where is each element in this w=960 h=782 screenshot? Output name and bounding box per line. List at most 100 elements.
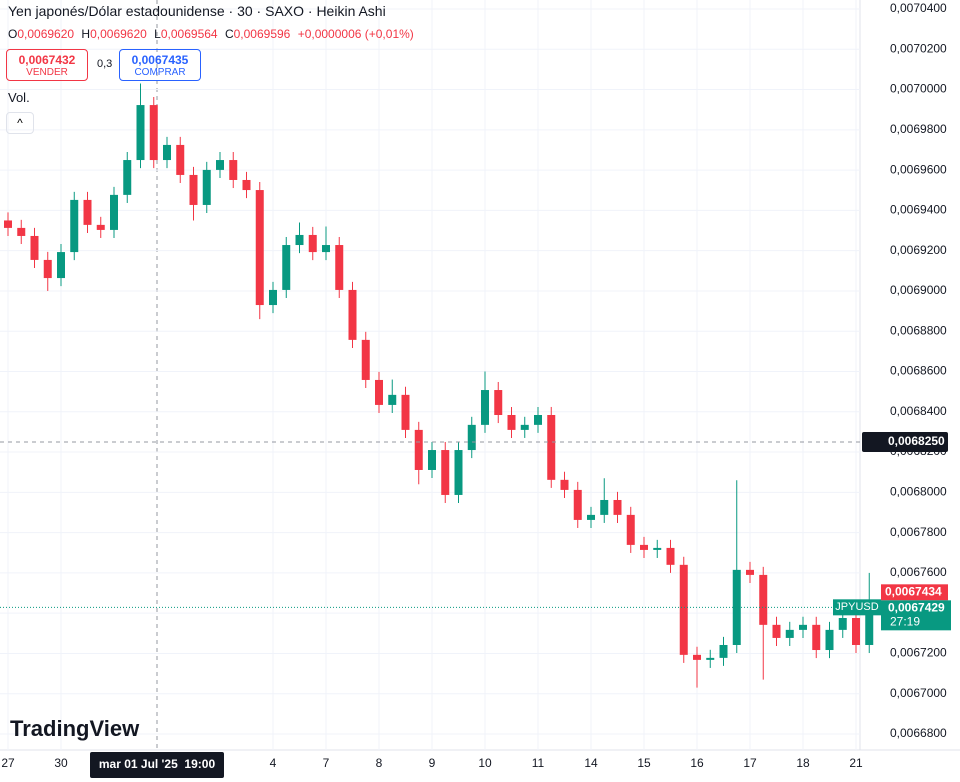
y-tick-label: 0,0068800 bbox=[890, 323, 947, 337]
candle-body bbox=[785, 629, 794, 638]
volume-label: Vol. bbox=[8, 90, 30, 105]
candle-body bbox=[322, 245, 330, 253]
candle-body bbox=[163, 144, 171, 161]
candle-body bbox=[454, 450, 463, 495]
candle-body bbox=[600, 499, 609, 515]
candle-body bbox=[560, 479, 569, 490]
candle-body bbox=[255, 190, 264, 306]
candle-body bbox=[626, 514, 635, 545]
candle-body bbox=[149, 105, 158, 161]
x-tick-label: 18 bbox=[796, 756, 810, 770]
candle-body bbox=[176, 144, 185, 175]
x-tick-label: 16 bbox=[690, 756, 704, 770]
change: +0,0000006 (+0,01%) bbox=[297, 27, 414, 41]
candle-body bbox=[202, 169, 211, 205]
candle-body bbox=[70, 199, 79, 253]
candle-body bbox=[653, 547, 662, 550]
spread: 0,3 bbox=[97, 58, 113, 70]
ohlc-value: 0,0069620 bbox=[90, 27, 147, 41]
buy-button[interactable]: 0,0067435 COMPRAR bbox=[119, 49, 201, 81]
x-tick-label: 27 bbox=[1, 756, 15, 770]
candle-body bbox=[17, 227, 26, 236]
ask-label-bg bbox=[881, 584, 948, 601]
ohlc-value: 0,0069596 bbox=[233, 27, 291, 41]
candle-body bbox=[242, 179, 251, 191]
y-tick-label: 0,0069400 bbox=[890, 203, 947, 217]
y-tick-label: 0,0068400 bbox=[890, 404, 947, 418]
candle-body bbox=[679, 564, 688, 655]
symbol-bg bbox=[833, 599, 881, 616]
candle-body bbox=[852, 618, 860, 645]
y-tick-label: 0,0070400 bbox=[890, 1, 947, 15]
candle-body bbox=[4, 220, 12, 228]
candle-body bbox=[83, 199, 92, 225]
crosshair-y-label: 0,0068250 bbox=[888, 434, 945, 448]
y-tick-label: 0,0068000 bbox=[890, 485, 947, 499]
buy-price: 0,0067435 bbox=[131, 53, 189, 67]
ohlc-key: C bbox=[224, 27, 234, 41]
ohlc-key: O bbox=[8, 27, 18, 41]
x-tick-label: 7 bbox=[323, 756, 330, 770]
candle-body bbox=[587, 514, 595, 520]
candle-body bbox=[269, 289, 277, 306]
y-tick-label: 0,0068600 bbox=[890, 364, 947, 378]
candle-body bbox=[812, 624, 821, 651]
candle-body bbox=[441, 450, 450, 495]
y-tick-label: 0,0069600 bbox=[890, 162, 947, 176]
candle-body bbox=[335, 245, 344, 290]
y-tick-label: 0,0066800 bbox=[890, 726, 947, 740]
y-tick-label: 0,0067200 bbox=[890, 646, 947, 660]
ask-label: 0,0067434 bbox=[885, 584, 942, 598]
y-tick-label: 0,0069000 bbox=[890, 283, 947, 297]
y-tick-label: 0,0070200 bbox=[890, 41, 947, 55]
x-tick-label: 8 bbox=[376, 756, 383, 770]
x-tick-label: 30 bbox=[54, 756, 68, 770]
x-tick-label: 9 bbox=[429, 756, 436, 770]
candle-body bbox=[110, 194, 118, 230]
candle-body bbox=[746, 569, 754, 575]
x-tick-label: 14 bbox=[584, 756, 598, 770]
candle-body bbox=[573, 489, 582, 520]
candle-body bbox=[613, 499, 622, 515]
candle-body bbox=[123, 160, 132, 195]
y-tick-label: 0,0067000 bbox=[890, 686, 947, 700]
crosshair-y-bg bbox=[862, 431, 948, 452]
candle-body bbox=[838, 618, 847, 630]
candle-body bbox=[216, 160, 224, 170]
y-tick-label: 0,0069800 bbox=[890, 122, 947, 136]
candle-body bbox=[282, 245, 291, 290]
collapse-button[interactable]: ^ bbox=[6, 112, 34, 134]
candle-body bbox=[640, 544, 648, 550]
candle-body bbox=[401, 394, 410, 430]
logo: TradingView bbox=[10, 716, 140, 741]
last-price-bg bbox=[881, 600, 951, 631]
sell-price: 0,0067432 bbox=[18, 53, 76, 67]
candle-body bbox=[96, 224, 105, 230]
symbol-label: JPYUSD bbox=[835, 601, 878, 613]
ohlc-value: 0,0069620 bbox=[17, 27, 75, 41]
candle-body bbox=[772, 624, 781, 638]
last-price-label: 0,0067429 bbox=[888, 600, 945, 614]
candle-body bbox=[481, 390, 489, 425]
candle-body bbox=[414, 429, 423, 470]
x-tick-label: 21 bbox=[849, 756, 863, 770]
y-tick-label: 0,0067800 bbox=[890, 525, 947, 539]
countdown: 27:19 bbox=[890, 614, 920, 628]
candle-body bbox=[520, 424, 529, 430]
candle-body bbox=[43, 259, 52, 279]
x-tick-label: 11 bbox=[532, 756, 545, 770]
ohlc-key: L bbox=[154, 27, 161, 41]
crosshair-x-label: mar 01 Jul '25 19:00 bbox=[99, 757, 216, 771]
sell-button[interactable]: 0,0067432 VENDER bbox=[6, 49, 88, 81]
candle-body bbox=[825, 629, 834, 651]
candle-body bbox=[30, 235, 39, 260]
x-tick-label: 17 bbox=[743, 756, 757, 770]
ohlc-key: H bbox=[81, 27, 91, 41]
candle-body bbox=[375, 379, 383, 405]
candle-body bbox=[57, 252, 65, 279]
candle-body bbox=[136, 105, 145, 161]
candle-body bbox=[308, 234, 317, 253]
sell-label: VENDER bbox=[26, 67, 68, 78]
x-tick-label: 15 bbox=[637, 756, 651, 770]
candle-body bbox=[534, 415, 542, 425]
